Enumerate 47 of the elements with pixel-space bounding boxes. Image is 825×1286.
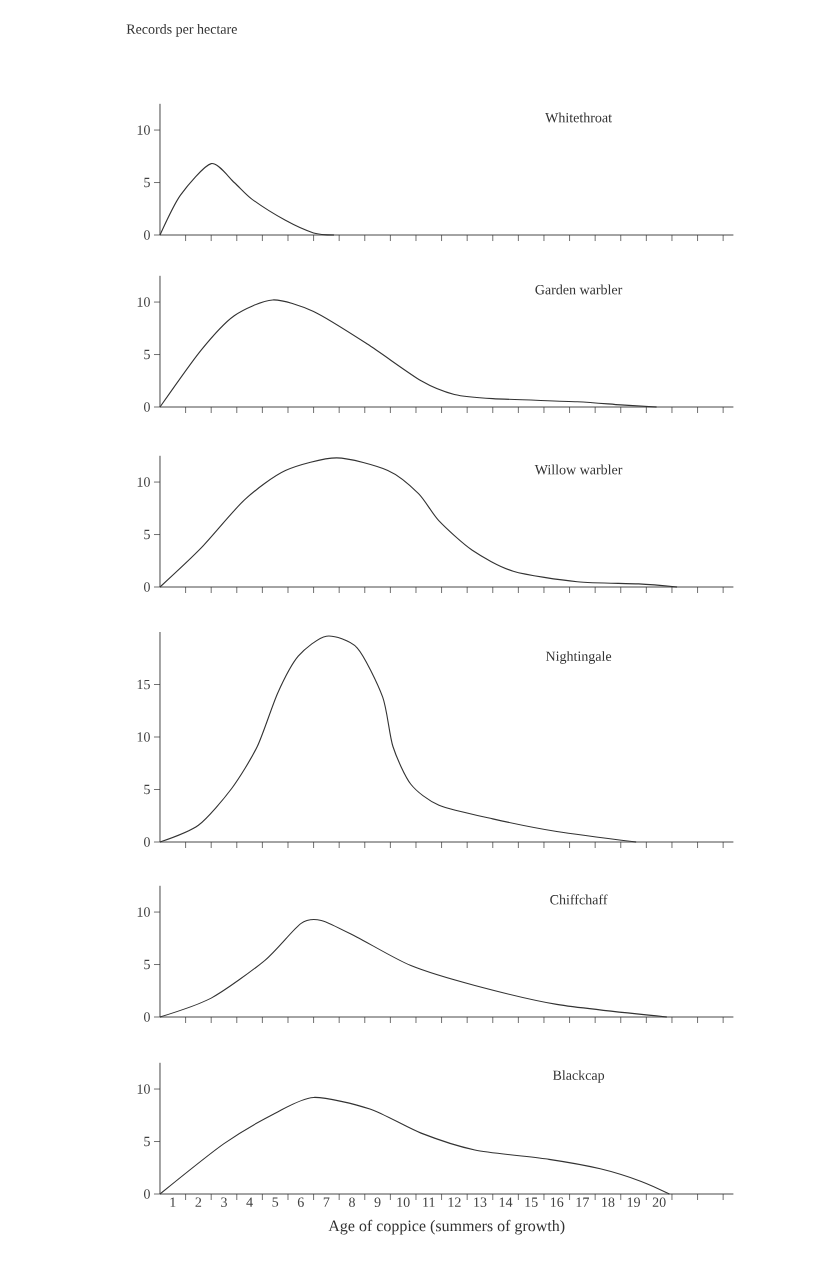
x-tick-label: 14 bbox=[499, 1197, 513, 1207]
x-tick-label: 6 bbox=[297, 1197, 304, 1207]
text: Nightingale bbox=[545, 651, 612, 664]
chart-title: Willow warbler bbox=[534, 464, 623, 475]
x-tick-label: 3 bbox=[221, 1197, 227, 1207]
y-tick-label: 5 bbox=[144, 349, 150, 360]
chart-title: Chiffchaff bbox=[550, 894, 608, 905]
y-tick-label: 0 bbox=[144, 582, 150, 592]
x-tick-label: 18 bbox=[602, 1197, 615, 1207]
x-tick-label: 1 bbox=[170, 1197, 176, 1207]
x-tick-label: 13 bbox=[474, 1197, 487, 1207]
y-tick-label: 0 bbox=[144, 837, 150, 847]
x-tick-label: 11 bbox=[423, 1197, 435, 1207]
x-tick-label: 16 bbox=[550, 1197, 564, 1207]
y-tick-label: 5 bbox=[144, 784, 150, 795]
y-tick-label: 10 bbox=[137, 907, 150, 917]
chart-title: Garden warbler bbox=[535, 284, 623, 295]
y-axis-title: Records per hectare bbox=[126, 23, 237, 37]
y-tick-label: 5 bbox=[144, 529, 150, 540]
x-tick-label: 17 bbox=[576, 1197, 589, 1207]
x-tick-label: 8 bbox=[349, 1197, 355, 1207]
y-tick-label: 10 bbox=[137, 125, 150, 135]
x-tick-label: 19 bbox=[627, 1197, 640, 1207]
y-tick-label: 10 bbox=[137, 477, 150, 487]
x-axis-title: Age of coppice (summers of growth) bbox=[328, 1219, 565, 1235]
y-tick-label: 10 bbox=[137, 297, 150, 307]
y-tick-label: 0 bbox=[144, 230, 150, 240]
x-tick-label: 10 bbox=[397, 1197, 410, 1207]
x-tick-label: 2 bbox=[195, 1197, 202, 1207]
y-tick-label: 5 bbox=[144, 1136, 150, 1147]
y-tick-label: 0 bbox=[144, 1012, 150, 1022]
chart-title: Whitethroat bbox=[545, 112, 612, 123]
y-tick-label: 5 bbox=[144, 177, 150, 188]
y-tick-label: 0 bbox=[144, 402, 150, 412]
x-tick-label: 4 bbox=[246, 1197, 253, 1207]
y-tick-label: 10 bbox=[137, 1084, 150, 1094]
x-tick-label: 20 bbox=[652, 1197, 666, 1207]
x-tick-label: 12 bbox=[448, 1197, 461, 1207]
x-tick-label: 9 bbox=[374, 1197, 381, 1207]
y-tick-label: 15 bbox=[137, 679, 150, 690]
y-tick-label: 0 bbox=[144, 1189, 150, 1199]
chart-title: Blackcap bbox=[552, 1070, 605, 1083]
x-tick-label: 5 bbox=[272, 1197, 279, 1207]
x-tick-label: 7 bbox=[323, 1197, 330, 1207]
y-tick-label: 5 bbox=[144, 959, 150, 970]
y-tick-label: 10 bbox=[137, 732, 150, 742]
x-tick-label: 15 bbox=[525, 1197, 538, 1207]
